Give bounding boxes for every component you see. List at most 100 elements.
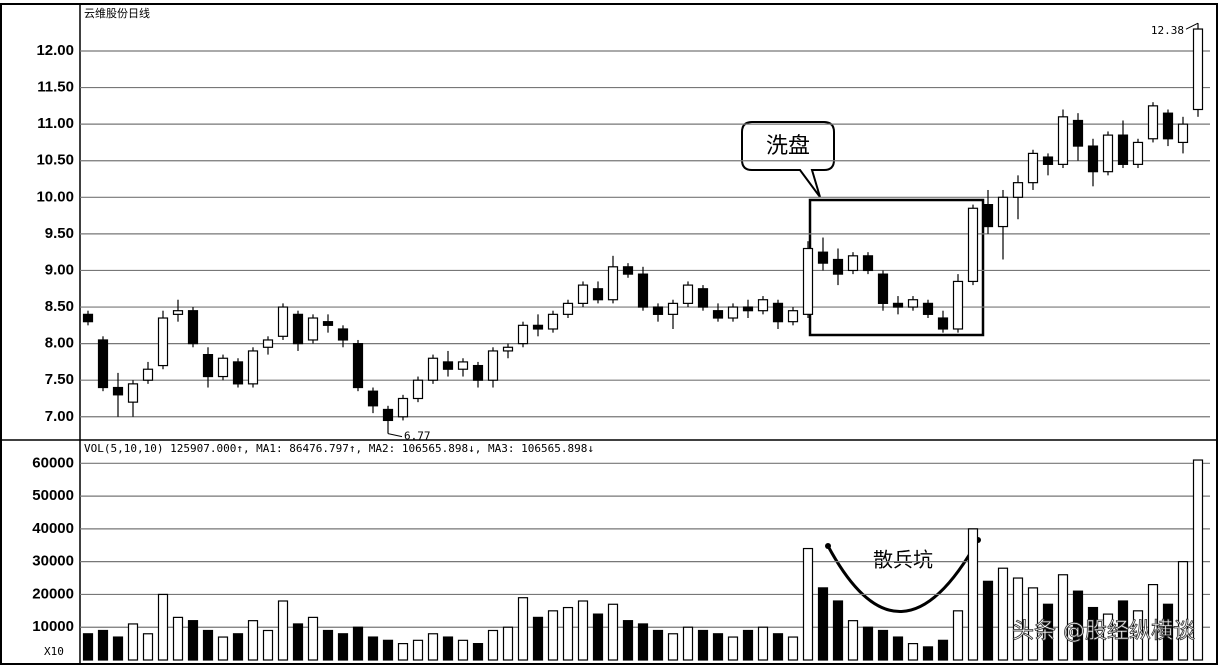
candle-body — [682, 284, 694, 304]
volume-bar — [352, 626, 364, 661]
candle-body — [757, 299, 769, 312]
frame — [0, 3, 1218, 665]
candle-body — [217, 357, 229, 378]
candle-body — [727, 306, 739, 319]
candle-body — [307, 317, 319, 341]
volume-bar — [937, 639, 949, 661]
candle-body — [667, 302, 679, 315]
y-tick-label: 12.00 — [36, 42, 74, 59]
unit-label: X10 — [44, 645, 64, 658]
candle-body — [922, 302, 934, 315]
volume-bar — [712, 633, 724, 661]
candle-body — [277, 306, 289, 337]
candle-body — [172, 310, 184, 315]
volume-bar — [637, 623, 649, 661]
callout-text: 洗盘 — [766, 134, 810, 159]
y-tick-label: 8.00 — [45, 335, 74, 352]
annotation-arc — [826, 539, 980, 613]
volume-bar — [82, 633, 94, 661]
volume-bar — [1117, 600, 1129, 661]
candle-body — [637, 273, 649, 308]
volume-bar — [457, 639, 469, 661]
y-tick-label: 40000 — [32, 520, 74, 537]
volume-bar — [157, 593, 169, 661]
candle-body — [622, 266, 634, 275]
y-tick-label: 7.00 — [45, 408, 74, 425]
volume-bar — [667, 633, 679, 661]
volume-bar — [787, 636, 799, 661]
volume-bar — [367, 636, 379, 661]
candle-body — [742, 306, 754, 312]
candle-body — [712, 310, 724, 319]
volume-bar — [1087, 606, 1099, 661]
volume-bar — [817, 587, 829, 661]
volume-bar — [562, 606, 574, 661]
max-pointer — [1185, 22, 1199, 30]
volume-bar — [652, 629, 664, 661]
volume-bar — [262, 629, 274, 661]
candle-body — [967, 207, 979, 283]
candle-body — [1102, 134, 1114, 173]
y-tick-label: 11.00 — [37, 115, 74, 132]
volume-bar — [697, 629, 709, 661]
candle-body — [1027, 152, 1039, 184]
volume-bar — [952, 610, 964, 661]
y-tick-label: 11.50 — [37, 79, 74, 96]
candle-body — [937, 317, 949, 330]
candle-body — [352, 343, 364, 389]
candle-body — [442, 361, 454, 370]
volume-bar — [1072, 590, 1084, 661]
volume-bar — [772, 633, 784, 661]
volume-bar — [1042, 603, 1054, 661]
volume-bar — [217, 636, 229, 661]
candle-body — [1012, 182, 1024, 198]
volume-bar — [142, 633, 154, 661]
volume-bar — [547, 610, 559, 661]
volume-bar — [997, 567, 1009, 661]
volume-bar — [517, 597, 529, 661]
volume-bar — [1027, 587, 1039, 661]
volume-bar — [1102, 613, 1114, 661]
volume-bar — [832, 600, 844, 661]
volume-bar — [577, 600, 589, 661]
candle-body — [1162, 112, 1174, 140]
candle-body — [892, 302, 904, 308]
min-pointer — [387, 433, 403, 438]
volume-bar — [232, 633, 244, 661]
candle-body — [97, 339, 109, 389]
candle-body — [337, 328, 349, 341]
candle-body — [997, 196, 1009, 228]
y-tick-label: 9.50 — [45, 225, 74, 242]
candle-body — [652, 306, 664, 315]
candle-body — [1147, 105, 1159, 140]
candle-body — [577, 284, 589, 304]
candle-body — [802, 247, 814, 315]
y-tick-label: 9.00 — [45, 261, 74, 278]
volume-bar — [982, 580, 994, 661]
volume-bar — [277, 600, 289, 661]
candle-body — [952, 280, 964, 330]
max-label: 12.38 — [1151, 24, 1184, 37]
annotation-text: 散兵坑 — [873, 548, 933, 572]
volume-bar — [202, 629, 214, 661]
candle-body — [517, 324, 529, 345]
volume-bar — [1057, 574, 1069, 661]
volume-bar — [1132, 610, 1144, 661]
candle-body — [877, 273, 889, 304]
candle-body — [232, 361, 244, 385]
volume-bar — [397, 643, 409, 661]
watermark: 头条 @股经纵横谈 — [1012, 619, 1195, 644]
volume-bar — [97, 629, 109, 661]
candle-body — [547, 313, 559, 330]
callout-bubble — [741, 121, 835, 198]
candle-body — [1117, 134, 1129, 165]
candle-body — [382, 408, 394, 422]
volume-bar — [487, 629, 499, 661]
y-tick-label: 20000 — [32, 585, 74, 602]
y-tick-label: 30000 — [32, 553, 74, 570]
candle-body — [1072, 119, 1084, 147]
volume-bar — [907, 643, 919, 661]
candle-body — [187, 310, 199, 345]
volume-bar — [607, 603, 619, 661]
